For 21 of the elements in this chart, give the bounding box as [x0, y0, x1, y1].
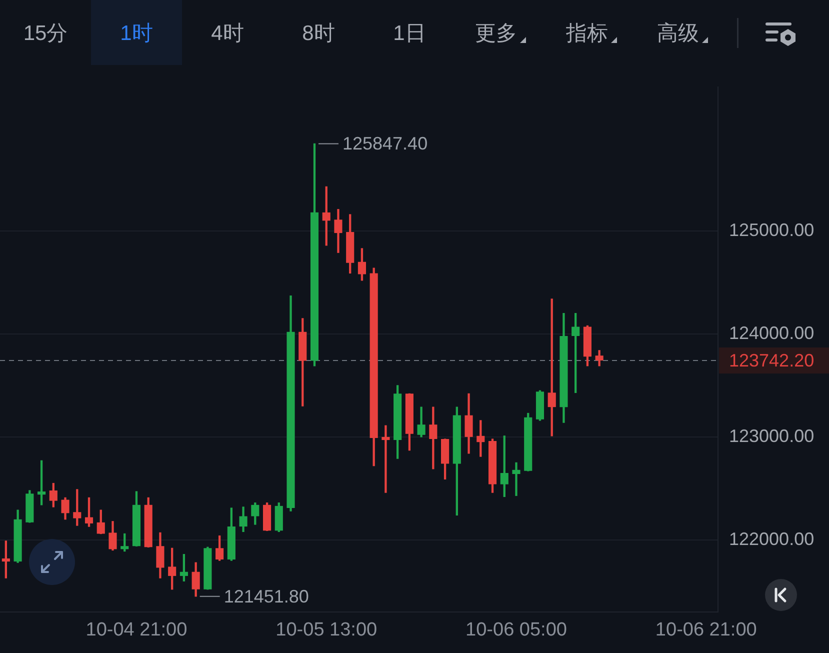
text: 4时	[211, 20, 244, 46]
annotation: 121451.80	[224, 586, 309, 606]
ref-line-label: 123742.20	[729, 350, 814, 370]
x-tick-label: 10-05 13:00	[276, 620, 378, 641]
y-tick-label: 122000.00	[729, 528, 814, 549]
candlestick	[382, 425, 390, 493]
annotation: 125847.40	[342, 134, 428, 154]
text: 更多	[475, 20, 517, 46]
text: 1时	[120, 20, 153, 46]
text: 15分	[23, 20, 68, 46]
x-tick-label: 10-04 21:00	[86, 620, 188, 641]
text: 高级	[657, 20, 699, 46]
text: 指标	[566, 20, 608, 46]
y-tick-label: 123000.00	[729, 426, 814, 446]
text: 1日	[393, 20, 426, 46]
x-tick-label: 10-06 21:00	[655, 620, 757, 641]
x-tick-label: 10-06 05:00	[466, 620, 567, 641]
text: 8时	[302, 20, 335, 46]
candlestick	[512, 462, 520, 496]
y-tick-label: 125000.00	[729, 220, 814, 240]
y-tick-label: 124000.00	[729, 322, 814, 343]
